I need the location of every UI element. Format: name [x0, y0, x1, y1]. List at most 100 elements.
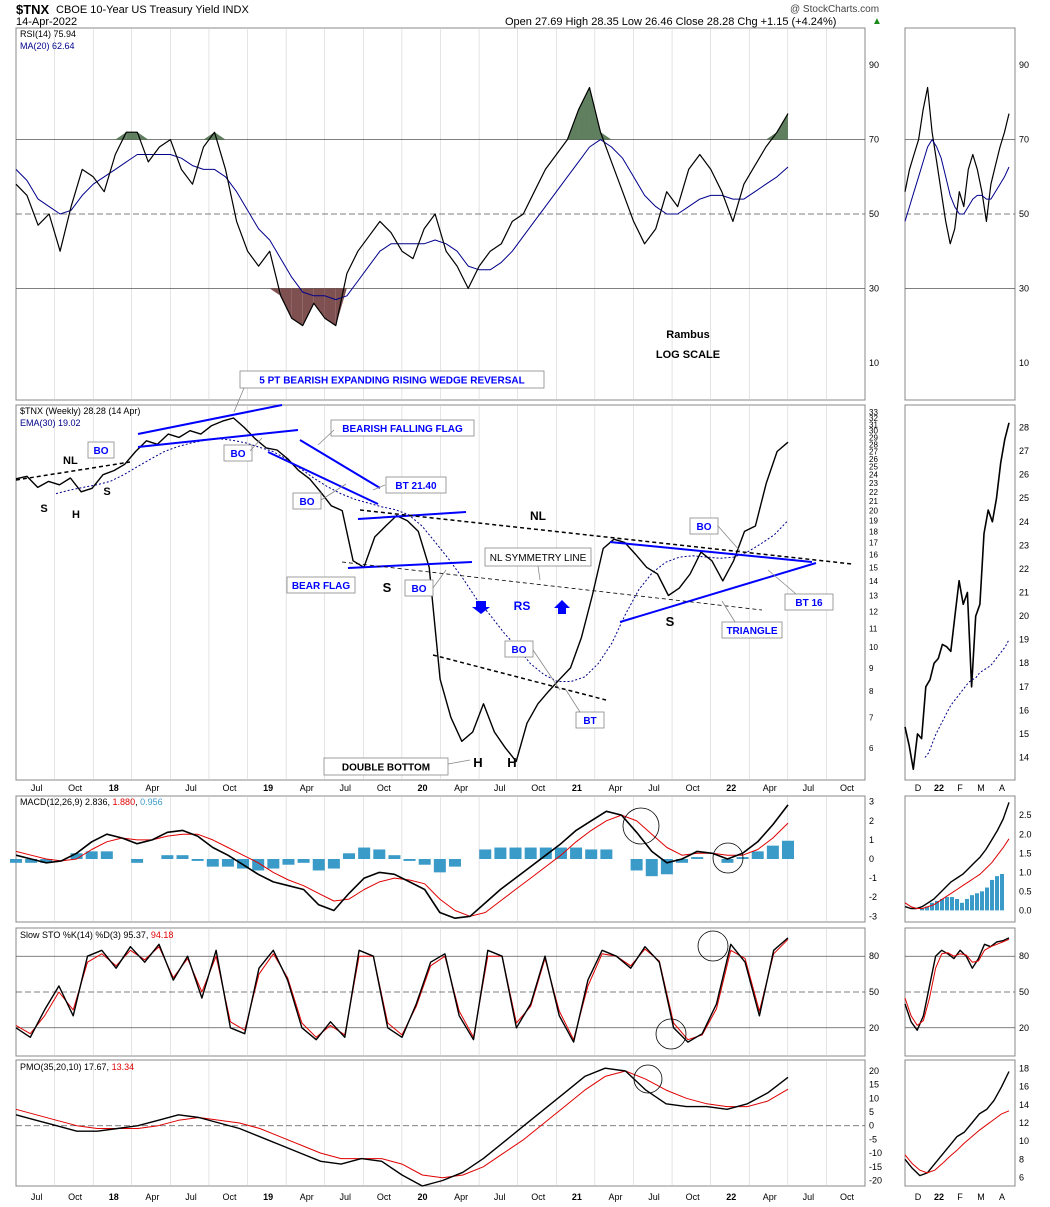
wedge-upper-line — [137, 404, 283, 435]
x-tick-label-bottom: Oct — [377, 1192, 392, 1202]
macd-histogram-bar — [297, 859, 310, 863]
small-x-tick-label: 22 — [934, 783, 944, 793]
pmo-small-signal-line — [904, 1110, 1010, 1174]
rsi-overbought-fill — [203, 132, 215, 140]
leader-line — [432, 569, 447, 589]
price-small-tick-label: 26 — [1019, 470, 1029, 480]
sto-small-tick-label: 20 — [1019, 1023, 1029, 1033]
macd-small-histogram-bar — [935, 900, 939, 911]
leader-line — [320, 483, 347, 501]
price-small-tick-label: 19 — [1019, 635, 1029, 645]
ohlc-readout: Open 27.69 High 28.35 Low 26.46 Close 28… — [505, 16, 837, 28]
rsi-ma-legend: MA(20) 62.64 — [20, 41, 75, 51]
price-tick-label: 19 — [869, 517, 878, 526]
sto-circle — [697, 930, 729, 962]
pmo-small-tick-label: 12 — [1019, 1118, 1029, 1128]
rsi-tick-label: 90 — [869, 60, 879, 70]
macd-histogram-bar — [676, 859, 689, 863]
bo-label-2-box — [223, 444, 253, 462]
price-small-tick-label: 16 — [1019, 705, 1029, 715]
bear-flag-lower-line — [347, 561, 473, 569]
rsi-small-tick-label: 50 — [1019, 209, 1029, 219]
macd-small-tick-label: 0.5 — [1019, 886, 1032, 896]
x-tick-label: Apr — [763, 783, 777, 793]
macd-tick-label: 0 — [869, 854, 874, 864]
price-small-tick-label: 14 — [1019, 753, 1029, 763]
macd-histogram-bar — [479, 849, 492, 859]
macd-small-histogram-bar — [945, 897, 949, 911]
macd-histogram-bar — [691, 857, 704, 859]
price-tick-label: 25 — [869, 463, 878, 472]
rsi-overbought-fill — [600, 132, 612, 140]
x-tick-label: Oct — [531, 783, 546, 793]
leader-line — [372, 484, 386, 491]
triangle-upper-line — [609, 541, 813, 563]
macd-small-histogram-bar — [955, 898, 959, 911]
sto-tick-label: 80 — [869, 951, 879, 961]
x-tick-label: Apr — [300, 783, 314, 793]
s-label-3: S — [383, 580, 392, 595]
bo-label-5: BO — [512, 645, 527, 656]
price-small-tick-label: 21 — [1019, 588, 1029, 598]
falling-flag-upper-line — [299, 439, 381, 489]
macd-circle — [712, 842, 744, 874]
macd-small-signal-line — [904, 838, 1010, 909]
macd-small-histogram-bar — [965, 898, 969, 911]
x-tick-label: Jul — [803, 783, 815, 793]
price-small-tick-label: 18 — [1019, 658, 1029, 668]
pmo-legend: PMO(35,20,10) 17.67, 13.34 — [20, 1062, 134, 1072]
small-x-tick-label: F — [957, 783, 963, 793]
macd-small-histogram-bar — [920, 908, 924, 911]
bear-flag-label: BEAR FLAG — [292, 581, 351, 592]
chart-date: 14-Apr-2022 — [16, 16, 78, 28]
price-tick-label: 7 — [869, 713, 874, 722]
small-x-tick-label: M — [977, 783, 985, 793]
x-tick-label: 20 — [417, 783, 427, 793]
pmo-tick-label: -10 — [869, 1148, 882, 1158]
macd-small-histogram-bar — [1000, 873, 1004, 911]
x-tick-label: Apr — [454, 783, 468, 793]
price-small-tick-label: 24 — [1019, 517, 1029, 527]
price-line — [15, 417, 789, 763]
small-x-tick-label-bottom: A — [999, 1192, 1005, 1202]
macd-line — [15, 804, 789, 920]
macd-histogram-bar — [782, 840, 794, 859]
macd-small-histogram-bar — [970, 895, 974, 911]
macd-tick-label: -1 — [869, 873, 877, 883]
pmo-line — [15, 1067, 789, 1187]
macd-histogram-bar — [403, 859, 416, 861]
rsi-overbought-fill — [578, 87, 590, 140]
macd-small-histogram-bar — [925, 906, 929, 911]
copyright: @ StockCharts.com — [790, 4, 880, 15]
triangle-label: TRIANGLE — [726, 626, 777, 637]
price-tick-label: 12 — [869, 607, 878, 616]
rsi-overbought-fill — [137, 132, 149, 140]
rs-label: RS — [514, 599, 531, 613]
price-small-tick-label: 22 — [1019, 564, 1029, 574]
macd-histogram-bar — [221, 859, 234, 867]
rsi-tick-label: 50 — [869, 209, 879, 219]
small-x-tick-label-bottom: D — [915, 1192, 922, 1202]
macd-small-histogram-bar — [975, 893, 979, 911]
pmo-tick-label: 0 — [869, 1121, 874, 1131]
rsi-overbought-fill — [776, 113, 788, 140]
macd-tick-label: -2 — [869, 892, 877, 902]
macd-histogram-bar — [539, 847, 552, 859]
x-tick-label-bottom: Oct — [686, 1192, 701, 1202]
sto-k-line — [15, 937, 789, 1043]
price-tick-label: 28 — [869, 440, 878, 449]
macd-histogram-bar — [327, 859, 340, 869]
x-tick-label-bottom: 19 — [263, 1192, 273, 1202]
falling-flag-lower-line — [267, 451, 379, 505]
ema-legend: EMA(30) 19.02 — [20, 418, 81, 428]
macd-histogram-bar — [645, 859, 658, 877]
sto-small-tick-label: 80 — [1019, 951, 1029, 961]
pmo-small-line — [904, 1071, 1010, 1177]
price-small-tick-label: 20 — [1019, 611, 1029, 621]
nl-label: NL — [530, 509, 546, 523]
bt-16-label-box — [784, 593, 834, 611]
instrument-name: CBOE 10-Year US Treasury Yield INDX — [56, 4, 249, 16]
x-tick-label-bottom: Oct — [68, 1192, 83, 1202]
price-small-tick-label: 23 — [1019, 540, 1029, 550]
bt-label-box — [575, 711, 605, 729]
